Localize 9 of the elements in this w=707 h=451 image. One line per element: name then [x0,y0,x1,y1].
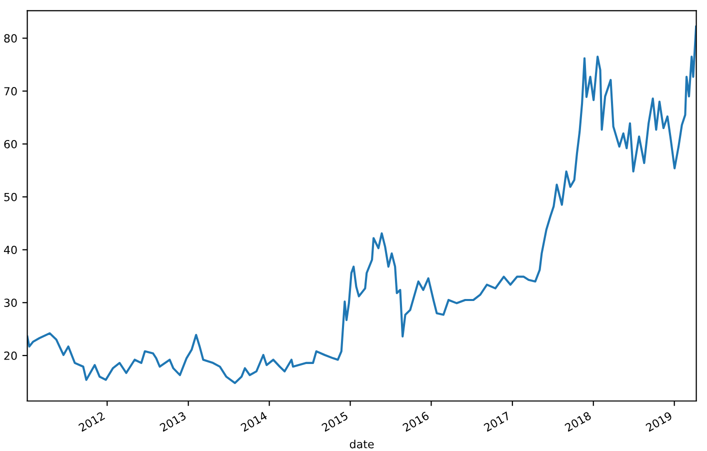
y-tick-label: 40 [4,246,17,254]
y-tick-label: 70 [4,87,17,96]
y-tick-label: 20 [4,351,17,360]
x-axis-title: date [350,440,374,448]
y-tick-label: 80 [4,34,17,43]
y-tick-label: 50 [4,192,17,202]
y-tick-label: 30 [4,298,17,308]
line-series [27,26,696,384]
y-tick-label: 60 [4,140,17,148]
